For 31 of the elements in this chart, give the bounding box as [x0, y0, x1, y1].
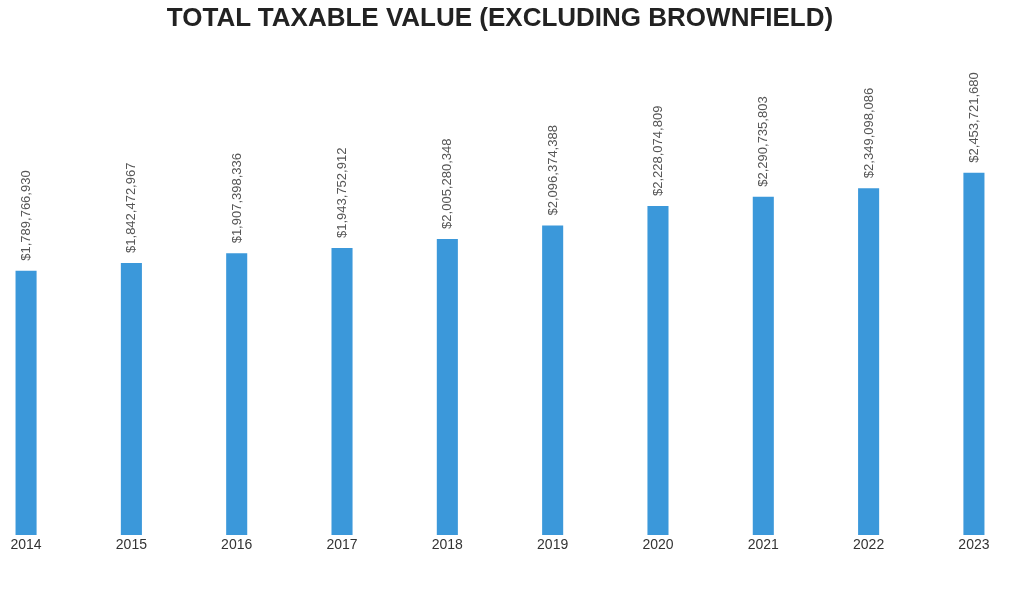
- x-tick-label: 2021: [747, 535, 780, 552]
- bar: [963, 172, 985, 535]
- bar: [120, 262, 142, 535]
- x-tick-label: 2023: [958, 535, 990, 552]
- data-label: $2,349,098,086: [860, 87, 876, 179]
- bar: [331, 247, 353, 535]
- bar: [542, 225, 564, 535]
- bar: [15, 270, 37, 535]
- x-tick-label: 2016: [221, 535, 253, 552]
- x-tick-label: 2014: [10, 535, 42, 552]
- data-label: $2,228,074,809: [649, 105, 665, 196]
- bar: [752, 196, 774, 535]
- chart-title: TOTAL TAXABLE VALUE (EXCLUDING BROWNFIELD): [166, 2, 834, 32]
- data-label: $2,096,374,388: [544, 125, 560, 216]
- x-tick-label: 2019: [537, 535, 569, 552]
- x-tick-label: 2018: [431, 535, 464, 552]
- x-tick-label: 2020: [642, 535, 674, 552]
- data-label: $1,842,472,967: [123, 162, 139, 253]
- data-label: $1,907,398,336: [228, 152, 244, 244]
- x-tick-label: 2022: [853, 535, 885, 552]
- x-tick-label: 2015: [115, 535, 148, 552]
- bar: [436, 238, 458, 535]
- data-label: $2,453,721,680: [965, 72, 981, 163]
- data-label: $1,789,766,930: [18, 170, 34, 261]
- data-label: $2,290,735,803: [755, 96, 771, 187]
- x-tick-label: 2017: [326, 535, 358, 552]
- data-label: $2,005,280,348: [439, 138, 455, 229]
- data-label: $1,943,752,912: [334, 147, 350, 238]
- bar: [226, 253, 248, 535]
- bar: [647, 206, 669, 535]
- bar: [858, 188, 880, 535]
